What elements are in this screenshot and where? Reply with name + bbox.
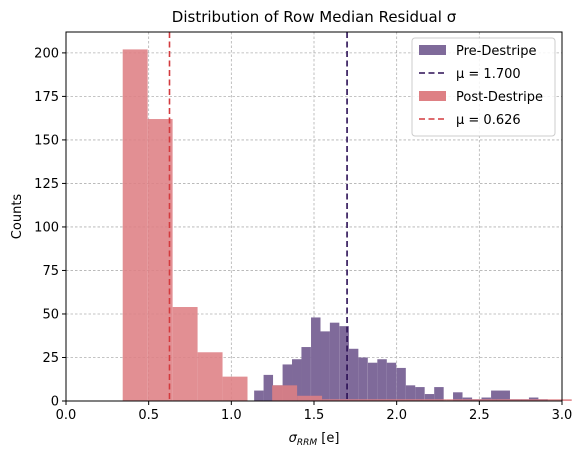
legend-label: Pre-Destripe: [456, 44, 536, 59]
pre-destripe-bars: [254, 317, 548, 401]
x-tick-label: 1.5: [304, 408, 325, 423]
y-axis-label: Counts: [10, 194, 25, 240]
y-tick-label: 25: [42, 351, 59, 366]
histogram-bar: [421, 399, 447, 401]
x-tick-label: 2.5: [469, 408, 490, 423]
y-tick-label: 200: [34, 46, 59, 61]
y-axis-ticks: 0 25 50 75 100 125 150 175 200: [34, 46, 66, 410]
histogram-bar: [521, 399, 547, 401]
histogram-bar: [254, 390, 264, 401]
histogram-bar: [292, 359, 302, 401]
histogram-bar: [453, 392, 463, 401]
histogram-bar: [322, 399, 348, 401]
legend-label: μ = 0.626: [456, 113, 521, 128]
y-tick-label: 50: [42, 307, 59, 322]
histogram-bar: [339, 326, 349, 401]
histogram-bar: [424, 394, 435, 401]
histogram-bar: [396, 399, 422, 401]
histogram-bar: [377, 359, 387, 401]
x-axis-label: σRRM [e]: [289, 431, 340, 448]
x-tick-label: 2.0: [386, 408, 407, 423]
histogram-bar: [311, 317, 321, 401]
histogram-bar: [405, 385, 416, 401]
histogram-bar: [282, 364, 293, 401]
histogram-bar: [320, 331, 330, 401]
histogram-bar: [500, 390, 510, 401]
legend-swatch: [419, 45, 446, 55]
histogram-bar: [329, 322, 340, 401]
histogram-bar: [491, 390, 501, 401]
y-tick-label: 0: [51, 395, 59, 410]
legend-swatch: [419, 91, 446, 101]
x-tick-label: 0.5: [138, 408, 159, 423]
histogram-bar: [496, 399, 522, 401]
histogram-bar: [297, 395, 323, 401]
histogram-bar: [222, 376, 248, 401]
histogram-bar: [172, 307, 198, 401]
histogram-bar: [396, 367, 406, 401]
histogram-bar: [348, 348, 359, 401]
histogram-bar: [263, 374, 274, 401]
histogram-bar: [446, 399, 472, 401]
x-tick-label: 0.0: [56, 408, 77, 423]
histogram-bar: [301, 347, 311, 401]
x-tick-label: 1.0: [221, 408, 242, 423]
x-axis-ticks: 0.0 0.5 1.0 1.5 2.0 2.5 3.0: [56, 401, 573, 423]
histogram-bar: [358, 357, 368, 401]
histogram-bar: [197, 352, 223, 401]
legend-label: Post-Destripe: [456, 90, 543, 105]
histogram-bar: [272, 385, 298, 401]
histogram-bar: [415, 387, 425, 401]
histogram-bar: [434, 387, 444, 401]
y-tick-label: 125: [34, 177, 59, 192]
x-tick-label: 3.0: [552, 408, 573, 423]
histogram-bar: [367, 362, 378, 401]
mean-lines: [168, 32, 348, 401]
y-tick-label: 150: [34, 133, 59, 148]
histogram-bar: [147, 119, 173, 401]
chart-title: Distribution of Row Median Residual σ: [172, 8, 457, 26]
histogram-bar: [386, 362, 397, 401]
histogram-bar: [546, 399, 572, 401]
histogram-bar: [372, 399, 397, 401]
legend-box: [411, 37, 556, 137]
legend: Pre-Destripe μ = 1.700 Post-Destripe μ = 0.…: [411, 37, 556, 137]
histogram-bar: [122, 49, 148, 401]
legend-label: μ = 1.700: [456, 67, 521, 82]
histogram-bar: [347, 399, 372, 401]
y-tick-label: 100: [34, 220, 59, 235]
post-destripe-bars: [122, 49, 572, 401]
histogram-bar: [471, 399, 497, 401]
y-tick-label: 75: [42, 264, 59, 279]
y-tick-label: 175: [34, 90, 59, 105]
